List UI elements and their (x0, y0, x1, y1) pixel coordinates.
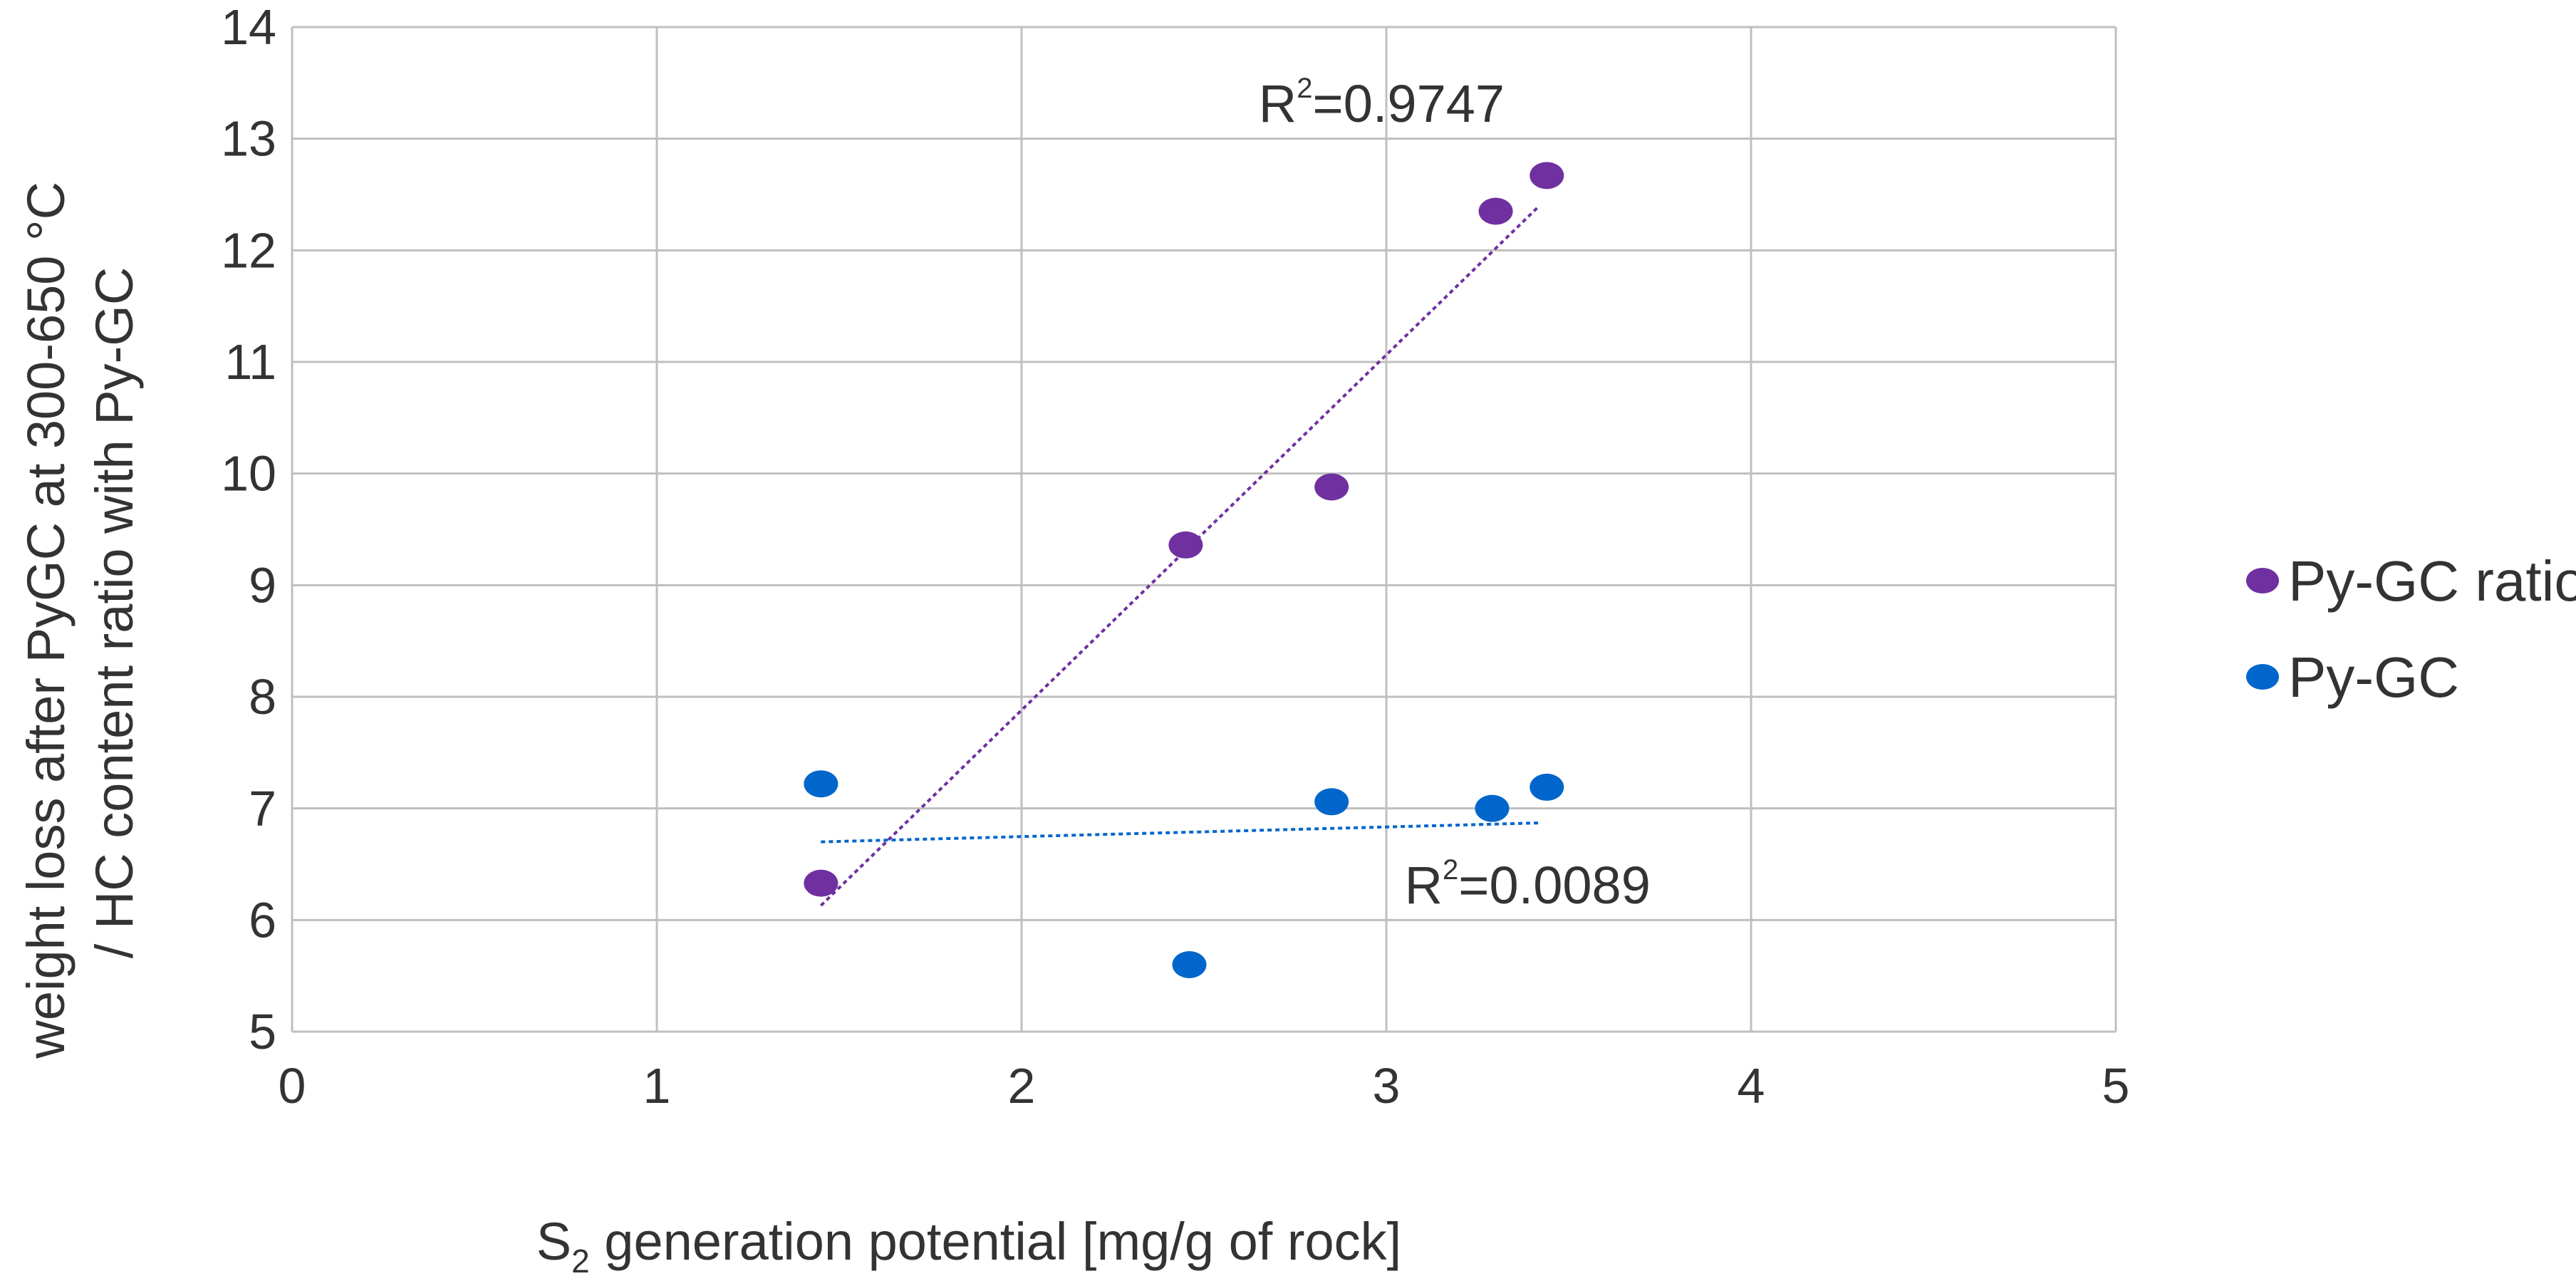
trendline-series-1 (821, 821, 1540, 844)
trendline-series-0 (820, 204, 1541, 907)
data-point-series-0-0 (804, 869, 838, 897)
data-point-series-0-4 (1530, 162, 1564, 190)
y-tick-label: 7 (249, 781, 276, 836)
x-axis-title: S2 generation potential [mg/g of rock] (536, 1212, 1401, 1280)
x-tick-label: 3 (1373, 1058, 1401, 1114)
legend-marker-series-1 (2246, 664, 2279, 690)
data-point-series-1-2 (1314, 788, 1349, 816)
y-tick-label: 8 (249, 669, 276, 725)
data-point-series-1-1 (1172, 951, 1207, 978)
x-tick-label: 1 (643, 1058, 671, 1114)
data-point-series-1-4 (1530, 773, 1564, 801)
y-tick-label: 11 (224, 334, 276, 390)
y-axis-title-line-1: weight loss after PyGC at 300-650 °C (16, 182, 76, 1059)
data-point-series-1-0 (804, 770, 838, 798)
y-tick-label: 6 (249, 892, 276, 948)
gridlines (291, 26, 2117, 1033)
y-tick-label: 5 (249, 1004, 276, 1059)
legend-marker-series-0 (2246, 568, 2279, 593)
data-point-series-0-3 (1478, 197, 1513, 225)
x-tick-label: 2 (1008, 1058, 1036, 1114)
r2-annotations: R2=0.9747 R2=0.0089 (1259, 73, 1651, 915)
x-tick-label: 0 (279, 1058, 306, 1114)
y-axis-title: weight loss after PyGC at 300-650 °C / H… (16, 167, 144, 1059)
y-tick-label: 9 (249, 557, 276, 613)
y-tick-label: 10 (221, 446, 276, 502)
y-tick-label: 12 (221, 222, 276, 278)
y-tick-label: 14 (221, 0, 276, 55)
data-point-series-0-2 (1314, 473, 1349, 501)
x-tick-label: 4 (1738, 1058, 1765, 1114)
trendlines (820, 204, 1541, 907)
r2-label-series-0: R2=0.9747 (1259, 73, 1505, 133)
y-axis-title-line-2: / HC content ratio with Py-GC (85, 267, 144, 959)
data-points (804, 162, 1564, 978)
data-point-series-1-3 (1475, 794, 1510, 822)
legend: Py-GC ratio Py-GC (2246, 549, 2576, 709)
r2-label-series-1: R2=0.0089 (1405, 854, 1651, 915)
legend-label-series-0: Py-GC ratio (2288, 549, 2576, 613)
data-point-series-0-1 (1168, 531, 1203, 559)
x-tick-label: 5 (2102, 1058, 2130, 1114)
legend-label-series-1: Py-GC (2288, 645, 2459, 709)
y-tick-label: 13 (221, 111, 276, 167)
